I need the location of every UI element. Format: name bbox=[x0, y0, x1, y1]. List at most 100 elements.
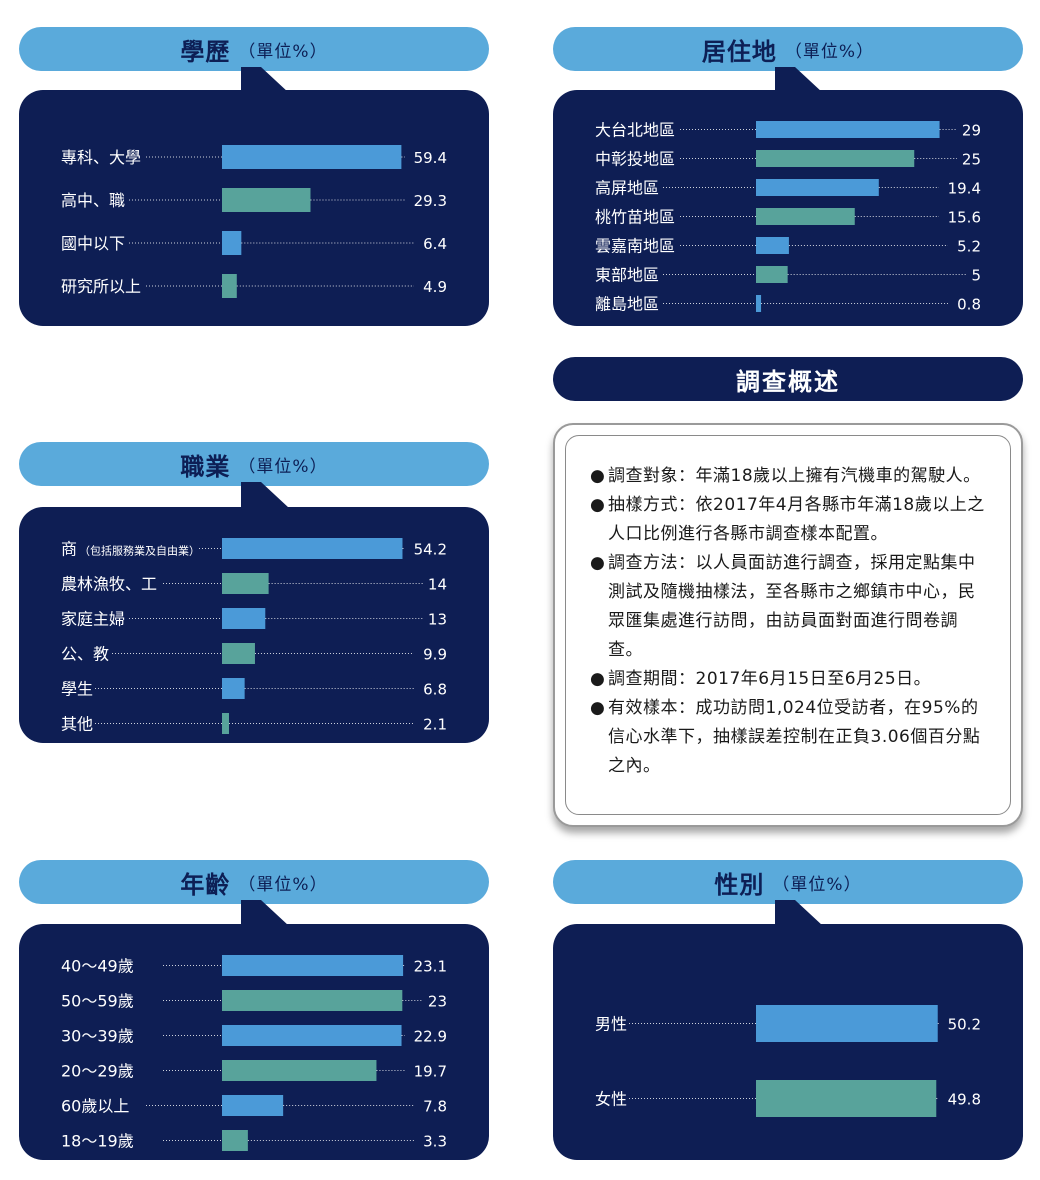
bar bbox=[222, 274, 237, 298]
category-name: 雲嘉南地區 bbox=[595, 237, 675, 256]
chart-panel-education: 專科、大學 59.4 高中、職 29.3 國中以下 6.4 研究所以上 4.9 bbox=[19, 90, 489, 326]
bar bbox=[222, 231, 242, 255]
category-label: 桃竹苗地區 bbox=[595, 208, 675, 227]
chart-title: 性別 bbox=[714, 870, 765, 899]
chart-occupation: 商（包括服務業及自由業） 54.2 農林漁牧、工 14 家庭主婦 13 公、教 9.9 學生 6.… bbox=[61, 538, 447, 734]
category-name: 50～59歲 bbox=[61, 992, 134, 1011]
category-label: 高屏地區 bbox=[595, 179, 659, 198]
bullet-icon: ● bbox=[590, 698, 606, 718]
summary-box: ● 調查對象：年滿18歲以上擁有汽機車的駕駛人。 ● 抽樣方式：依2017年4月各縣市… bbox=[553, 423, 1023, 827]
bar bbox=[222, 188, 311, 212]
category-label: 雲嘉南地區 bbox=[595, 237, 675, 256]
summary-item: ● 有效樣本：成功訪問1,024位受訪者，在95%的信心水準下，抽樣誤差控制在正負… bbox=[590, 694, 988, 781]
category-label: 學生 bbox=[61, 680, 93, 699]
bar bbox=[222, 1025, 402, 1046]
category-name: 專科、大學 bbox=[61, 148, 141, 167]
bar bbox=[756, 208, 855, 225]
category-label: 離島地區 bbox=[595, 295, 659, 314]
tail-shape bbox=[775, 900, 823, 926]
value-label: 23.1 bbox=[414, 958, 447, 976]
category-name: 女性 bbox=[595, 1090, 627, 1109]
value-label: 22.9 bbox=[414, 1028, 447, 1046]
category-label: 50～59歲 bbox=[61, 992, 134, 1011]
category-name: 學生 bbox=[61, 680, 93, 699]
bar bbox=[756, 1005, 938, 1042]
value-label: 15.6 bbox=[948, 209, 981, 227]
tail-shape bbox=[241, 67, 289, 93]
category-name: 研究所以上 bbox=[61, 277, 141, 296]
category-name: 農林漁牧、工 bbox=[61, 575, 157, 594]
summary-item-text: 調查方法：以人員面訪進行調查，採用定點集中測試及隨機抽樣法，至各縣市之鄉鎮市中心… bbox=[608, 553, 976, 660]
category-label: 20～29歲 bbox=[61, 1062, 134, 1081]
category-label: 國中以下 bbox=[61, 234, 125, 253]
chart-header-education: 學歷 （單位%） bbox=[19, 27, 489, 71]
value-label: 5.2 bbox=[957, 238, 981, 256]
category-name: 其他 bbox=[61, 715, 93, 734]
category-label: 農林漁牧、工 bbox=[61, 575, 157, 594]
chart-unit: （單位%） bbox=[238, 874, 328, 895]
summary-item-text: 抽樣方式：依2017年4月各縣市年滿18歲以上之人口比例進行各縣市調查樣本配置。 bbox=[608, 495, 985, 544]
value-label: 49.8 bbox=[948, 1091, 981, 1109]
value-label: 7.8 bbox=[423, 1098, 447, 1116]
category-label: 公、教 bbox=[61, 645, 109, 664]
header-tail-icon bbox=[241, 482, 289, 508]
value-label: 29.3 bbox=[414, 192, 447, 210]
category-name: 大台北地區 bbox=[595, 121, 675, 140]
category-name: 18～19歲 bbox=[61, 1132, 134, 1151]
header-tail-icon bbox=[775, 67, 823, 93]
category-label: 研究所以上 bbox=[61, 277, 141, 296]
summary-item: ● 調查期間：2017年6月15日至6月25日。 bbox=[590, 665, 988, 694]
bullet-icon: ● bbox=[590, 669, 606, 689]
chart-education: 專科、大學 59.4 高中、職 29.3 國中以下 6.4 研究所以上 4.9 bbox=[61, 145, 447, 298]
value-label: 25 bbox=[962, 151, 981, 169]
category-name: 桃竹苗地區 bbox=[595, 208, 675, 227]
bar bbox=[756, 295, 762, 312]
chart-title: 居住地 bbox=[701, 37, 777, 66]
value-label: 0.8 bbox=[957, 296, 981, 314]
category-label: 18～19歲 bbox=[61, 1132, 134, 1151]
bar bbox=[222, 643, 255, 664]
chart-header-age: 年齡 （單位%） bbox=[19, 860, 489, 904]
category-name: 40～49歲 bbox=[61, 957, 134, 976]
summary-item: ● 調查方法：以人員面訪進行調查，採用定點集中測試及隨機抽樣法，至各縣市之鄉鎮市中… bbox=[590, 549, 988, 665]
bar bbox=[222, 990, 403, 1011]
category-name: 商 bbox=[61, 540, 77, 559]
chart-panel-occupation: 商（包括服務業及自由業） 54.2 農林漁牧、工 14 家庭主婦 13 公、教 9.9 學生 6.… bbox=[19, 507, 489, 743]
category-label: 女性 bbox=[595, 1090, 627, 1109]
chart-unit: （單位%） bbox=[238, 456, 328, 477]
bar bbox=[222, 608, 266, 629]
value-label: 6.4 bbox=[423, 235, 447, 253]
category-name: 國中以下 bbox=[61, 234, 125, 253]
summary-title: 調查概述 bbox=[553, 357, 1023, 401]
category-name: 男性 bbox=[595, 1015, 627, 1034]
header-tail-icon bbox=[241, 900, 289, 926]
value-label: 5 bbox=[971, 267, 981, 285]
bar bbox=[222, 1130, 248, 1151]
value-label: 6.8 bbox=[423, 681, 447, 699]
chart-panel-residence: 大台北地區 29 中彰投地區 25 高屏地區 19.4 桃竹苗地區 15.6 雲嘉南地區 5.2 東… bbox=[553, 90, 1023, 326]
category-label: 東部地區 bbox=[595, 266, 659, 285]
category-name: 家庭主婦 bbox=[61, 610, 125, 629]
chart-unit: （單位%） bbox=[784, 41, 875, 62]
category-name: 中彰投地區 bbox=[595, 150, 675, 169]
bar bbox=[756, 150, 915, 167]
value-label: 14 bbox=[428, 576, 447, 594]
chart-residence: 大台北地區 29 中彰投地區 25 高屏地區 19.4 桃竹苗地區 15.6 雲嘉南地區 5.2 東… bbox=[595, 121, 981, 314]
bar bbox=[222, 573, 269, 594]
summary-item: ● 抽樣方式：依2017年4月各縣市年滿18歲以上之人口比例進行各縣市調查樣本配置… bbox=[590, 491, 988, 549]
chart-header-occupation: 職業 （單位%） bbox=[19, 442, 489, 486]
category-name: 東部地區 bbox=[595, 266, 659, 285]
category-name: 高屏地區 bbox=[595, 179, 659, 198]
bar bbox=[222, 145, 402, 169]
category-name: 20～29歲 bbox=[61, 1062, 134, 1081]
category-label: 商（包括服務業及自由業） bbox=[61, 540, 200, 559]
category-note: （包括服務業及自由業） bbox=[79, 544, 200, 558]
chart-header-residence: 居住地 （單位%） bbox=[553, 27, 1023, 71]
value-label: 59.4 bbox=[414, 149, 447, 167]
bar bbox=[222, 955, 404, 976]
tail-shape bbox=[241, 482, 289, 508]
chart-gender: 男性 50.2 女性 49.8 bbox=[595, 1005, 981, 1117]
chart-age: 40～49歲 23.1 50～59歲 23 30～39歲 22.9 20～29歲 19.7 60… bbox=[61, 955, 447, 1151]
bar bbox=[756, 237, 789, 254]
value-label: 54.2 bbox=[414, 541, 447, 559]
